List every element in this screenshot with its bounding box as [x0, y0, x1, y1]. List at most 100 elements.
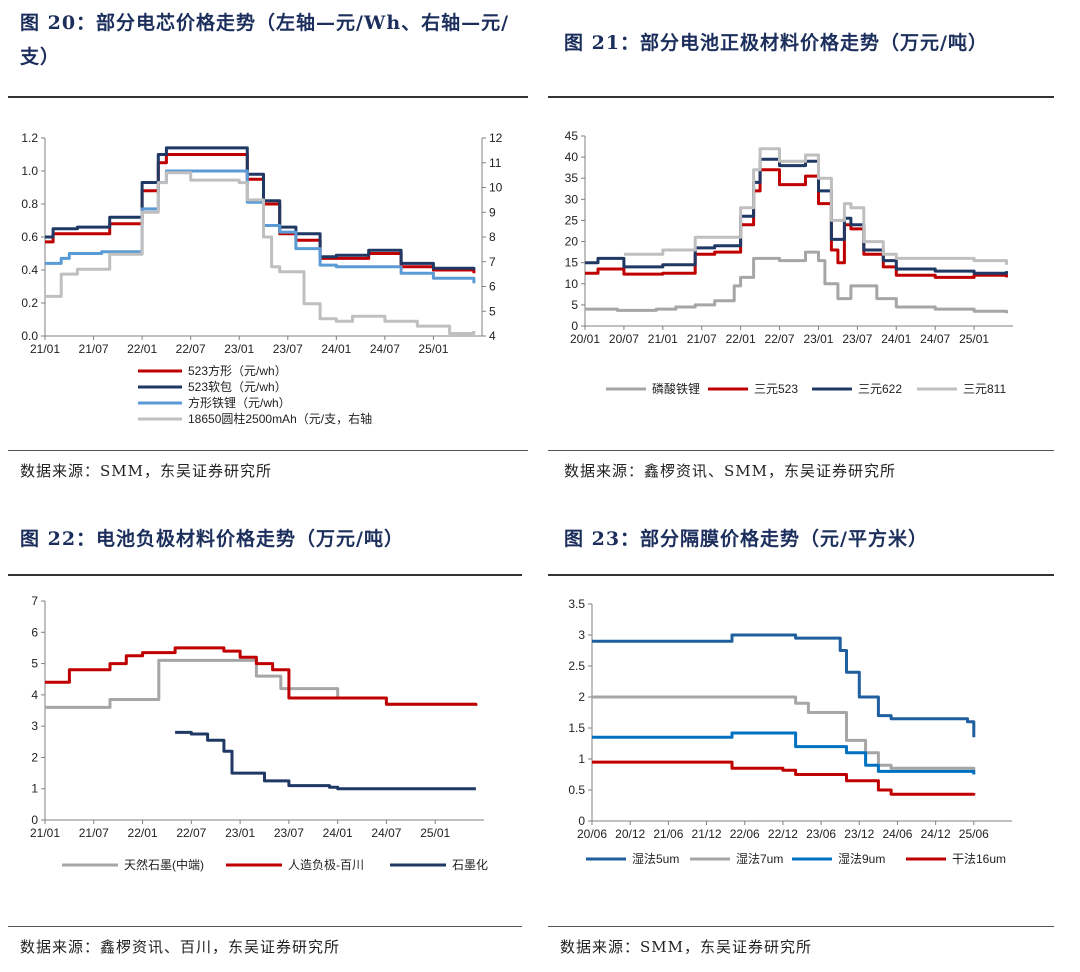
x-tick-label: 25/01 — [959, 332, 989, 346]
x-tick-label: 20/06 — [577, 827, 607, 841]
chart-title: 图 20：部分电芯价格走势（左轴—元/Wh、右轴—元/支） — [20, 12, 510, 68]
source-rule — [548, 450, 1054, 451]
series-line — [45, 171, 476, 335]
x-tick-label: 21/01 — [648, 332, 678, 346]
y-tick-label: 45 — [565, 129, 579, 143]
y-tick-label: 3 — [31, 719, 38, 733]
x-tick-label: 21/01 — [30, 342, 60, 356]
y-tick-label: 4 — [31, 688, 38, 702]
chart-title: 图 22：电池负极材料价格走势（万元/吨） — [20, 528, 404, 550]
x-tick-label: 23/01 — [803, 332, 833, 346]
y-tick-label: 5 — [571, 298, 578, 312]
legend-label: 523软包（元/wh） — [188, 380, 287, 394]
series-line — [585, 157, 1008, 275]
legend-label: 三元811 — [963, 382, 1006, 396]
legend-label: 磷酸铁锂 — [652, 381, 700, 396]
chart-panel-22: 图 22：电池负极材料价格走势（万元/吨） 0 1 2 3 4 5 6 7 21/01 21/07… — [0, 486, 540, 972]
chart-svg: 0 1 2 3 4 5 6 7 21/01 21/07 22/01 22/07 23/01 23/07 24… — [30, 594, 488, 872]
y-tick-label: 0.6 — [21, 230, 38, 244]
x-tick-label: 21/07 — [79, 826, 109, 840]
y-tick-label: 2 — [31, 750, 38, 764]
x-tick-label: 24/01 — [323, 826, 353, 840]
y-right-tick-label: 10 — [489, 181, 503, 195]
y-tick-label: 3 — [578, 628, 585, 642]
y-tick-label: 1.5 — [568, 721, 585, 735]
x-tick-label: 22/07 — [765, 332, 795, 346]
x-tick-label: 21/12 — [692, 827, 722, 841]
y-right-tick-label: 4 — [489, 329, 496, 343]
y-right-tick-label: 5 — [489, 304, 496, 318]
y-right-tick-label: 7 — [489, 255, 496, 269]
x-tick-label: 25/01 — [418, 342, 448, 356]
y-tick-label: 10 — [565, 277, 579, 291]
y-tick-label: 1 — [31, 782, 38, 796]
x-tick-label: 23/07 — [842, 332, 872, 346]
y-tick-label: 0 — [571, 319, 578, 333]
series-line — [592, 731, 976, 775]
x-tick-label: 22/01 — [726, 332, 756, 346]
x-tick-label: 22/07 — [176, 342, 206, 356]
chart-title: 图 21：部分电池正极材料价格走势（万元/吨） — [564, 32, 988, 54]
y-tick-label: 1 — [578, 752, 585, 766]
legend-label: 523方形（元/wh） — [188, 363, 287, 378]
title-rule — [548, 96, 1054, 98]
y-tick-label: 0.2 — [21, 296, 38, 310]
x-tick-label: 22/07 — [176, 826, 206, 840]
title-rule — [8, 574, 522, 576]
source-note: 数据来源：SMM，东吴证券研究所 — [20, 462, 272, 480]
y-tick-label: 7 — [31, 594, 38, 608]
x-tick-label: 23/06 — [806, 827, 836, 841]
legend-label: 干法16um — [952, 852, 1006, 866]
source-note: 数据来源：鑫椤资讯、百川，东吴证券研究所 — [20, 938, 341, 956]
y-right-tick-label: 11 — [489, 156, 502, 170]
legend-label: 湿法9um — [838, 851, 885, 866]
chart-panel-23: 图 23：部分隔膜价格走势（元/平方米） 0 0.5 1 1.5 2 2.5 3 3.5 20/… — [540, 486, 1080, 972]
x-tick-label: 23/01 — [225, 826, 255, 840]
x-tick-label: 24/07 — [920, 332, 950, 346]
y-tick-label: 20 — [565, 235, 579, 249]
legend-label: 湿法5um — [632, 851, 679, 866]
legend-label: 天然石墨(中端) — [124, 857, 204, 872]
y-tick-label: 0.4 — [21, 263, 38, 277]
y-tick-label: 2 — [578, 690, 585, 704]
source-rule — [548, 926, 1054, 927]
x-tick-label: 24/07 — [370, 342, 400, 356]
series-line — [45, 646, 478, 706]
x-tick-label: 25/01 — [420, 826, 450, 840]
x-tick-label: 20/07 — [609, 332, 639, 346]
legend-label: 人造负极-百川 — [288, 858, 364, 872]
x-tick-label: 24/07 — [371, 826, 401, 840]
series-line — [45, 146, 476, 270]
y-tick-label: 0 — [31, 813, 38, 827]
chart-title: 图 23：部分隔膜价格走势（元/平方米） — [564, 528, 928, 550]
y-right-tick-label: 9 — [489, 205, 496, 219]
x-tick-label: 21/07 — [79, 342, 109, 356]
y-right-tick-label: 8 — [489, 230, 496, 244]
y-tick-label: 35 — [565, 171, 579, 185]
x-tick-label: 23/07 — [274, 826, 304, 840]
source-rule — [8, 926, 522, 927]
title-rule — [548, 574, 1054, 576]
title-rule — [8, 96, 528, 98]
chart-svg: 0 5 10 15 20 25 30 35 40 45 20/01 20/07 21/01 21/07 22… — [565, 129, 1013, 396]
series-line — [175, 730, 476, 791]
y-tick-label: 40 — [565, 150, 579, 164]
x-tick-label: 23/12 — [844, 827, 874, 841]
chart-svg: 0.0 0.2 0.4 0.6 0.8 1.0 1.2 4 5 6 7 8 9 10 11 12 21/01 21… — [21, 131, 503, 426]
y-tick-label: 0.0 — [21, 329, 38, 343]
x-tick-label: 24/06 — [882, 827, 912, 841]
legend-label: 湿法7um — [736, 851, 783, 866]
x-tick-label: 24/01 — [881, 332, 911, 346]
y-tick-label: 5 — [31, 657, 38, 671]
y-tick-label: 15 — [565, 256, 579, 270]
y-tick-label: 25 — [565, 213, 579, 227]
y-right-tick-label: 12 — [489, 131, 503, 145]
y-tick-label: 1.2 — [21, 131, 38, 145]
series-line — [585, 250, 1008, 314]
x-tick-label: 20/01 — [570, 332, 600, 346]
x-tick-label: 20/12 — [615, 827, 645, 841]
x-tick-label: 22/01 — [128, 826, 158, 840]
series-line — [592, 633, 976, 738]
y-tick-label: 0.5 — [568, 783, 585, 797]
x-tick-label: 24/12 — [921, 827, 951, 841]
